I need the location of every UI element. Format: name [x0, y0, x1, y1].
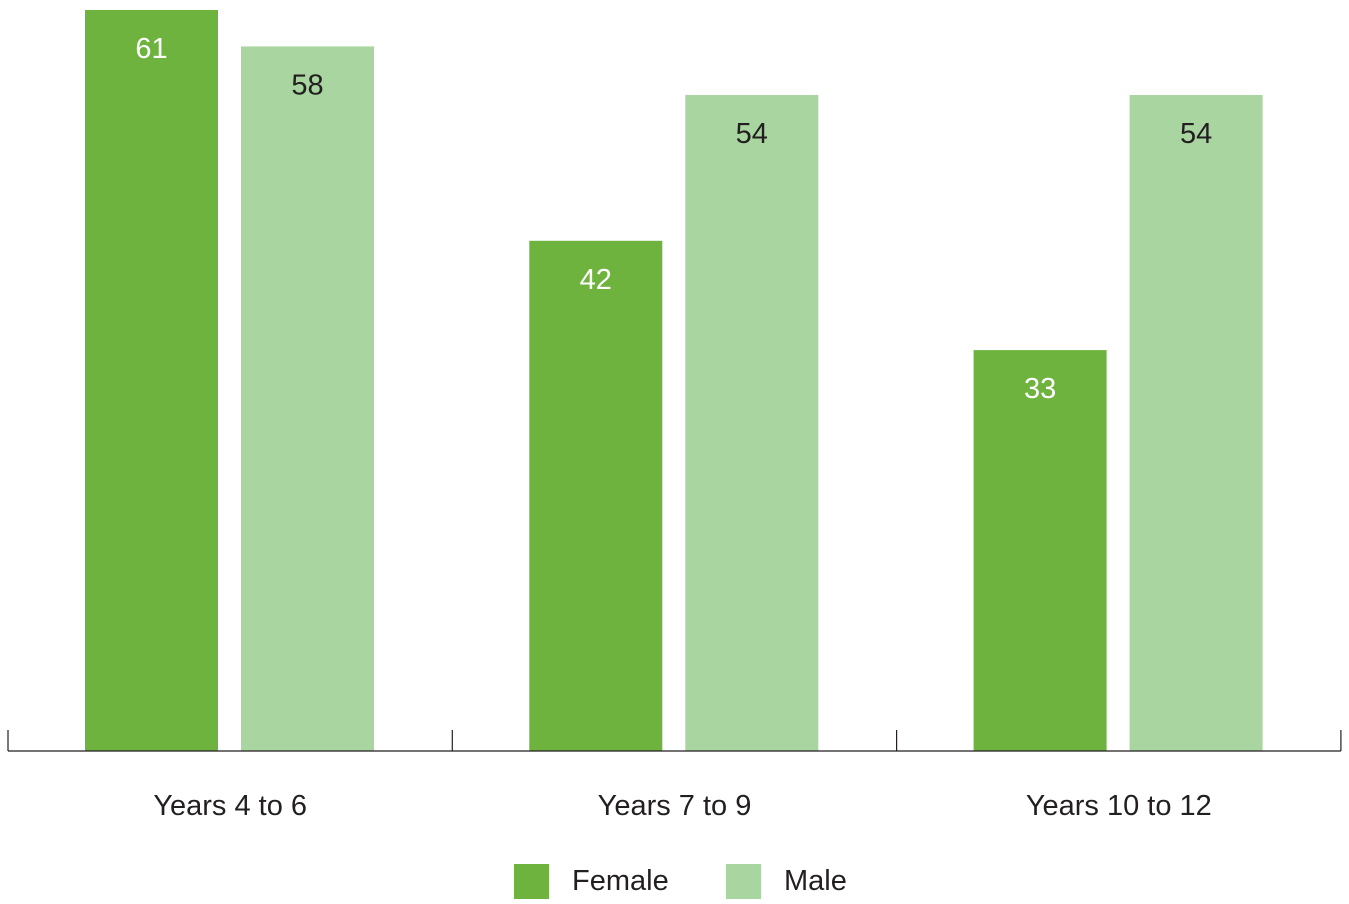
value-label-male-1: 54: [736, 118, 768, 150]
legend-item-female: Female: [514, 864, 669, 899]
bar-male-1: [685, 95, 819, 751]
legend-item-male: Male: [726, 864, 847, 899]
bar-male-2: [1129, 95, 1263, 751]
legend-swatch-female: [514, 864, 549, 899]
value-label-female-1: 42: [580, 264, 612, 296]
legend-swatch-male: [726, 864, 761, 899]
value-labels-group: 61 58 42 54 33 54: [135, 33, 1212, 405]
value-label-male-0: 58: [291, 69, 323, 101]
category-label-0: Years 4 to 6: [153, 790, 307, 822]
bar-male-0: [241, 46, 374, 751]
legend-label-female: Female: [572, 865, 669, 897]
bars-group: [85, 10, 1263, 752]
legend-label-male: Male: [784, 865, 847, 897]
category-label-1: Years 7 to 9: [598, 790, 752, 822]
value-label-male-2: 54: [1180, 118, 1212, 150]
x-axis: [7, 730, 1342, 752]
bar-female-2: [973, 350, 1107, 751]
bar-female-0: [85, 10, 218, 751]
value-label-female-2: 33: [1024, 373, 1056, 405]
value-label-female-0: 61: [135, 33, 167, 65]
category-label-2: Years 10 to 12: [1026, 790, 1212, 822]
bar-female-1: [529, 240, 663, 752]
legend: Female Male: [0, 864, 1349, 904]
category-labels-group: Years 4 to 6 Years 7 to 9 Years 10 to 12: [153, 790, 1211, 822]
